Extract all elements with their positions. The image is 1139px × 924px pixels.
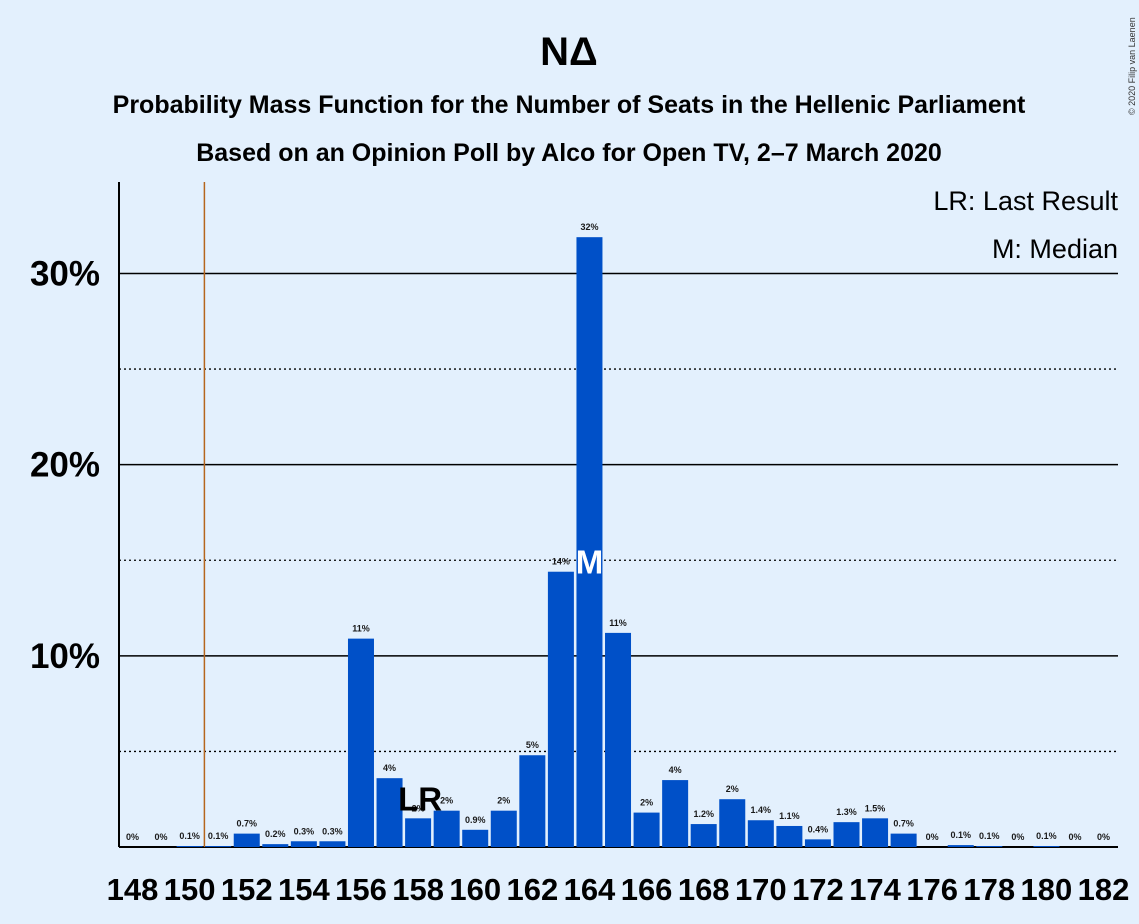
x-tick-label-160: 160 [449,872,501,907]
median-label: M [576,543,604,580]
value-label-180: 0.1% [1036,831,1057,841]
bar-156 [347,638,374,847]
value-label-173: 1.3% [836,807,857,817]
bar-164 [576,237,603,847]
bar-168 [690,824,717,847]
x-tick-label-150: 150 [164,872,216,907]
value-label-175: 0.7% [893,819,914,829]
value-label-166: 2% [640,798,653,808]
value-label-164: 32% [580,222,598,232]
bar-153 [262,844,289,847]
value-label-169: 2% [726,784,739,794]
chart-subtitle-line-1: Probability Mass Function for the Number… [113,91,1026,119]
x-tick-label-170: 170 [735,872,787,907]
bar-167 [662,780,689,847]
bar-165 [605,632,632,847]
x-tick-label-178: 178 [963,872,1015,907]
value-label-150: 0.1% [179,831,200,841]
value-label-181: 0% [1068,832,1081,842]
value-label-161: 2% [497,796,510,806]
bar-173 [833,822,860,847]
x-tick-label-174: 174 [849,872,901,907]
y-tick-label-30: 30% [30,255,100,294]
value-label-153: 0.2% [265,829,286,839]
value-label-182: 0% [1097,832,1110,842]
value-label-176: 0% [926,832,939,842]
x-tick-label-180: 180 [1021,872,1073,907]
bar-161 [490,810,517,847]
x-tick-label-156: 156 [335,872,387,907]
bar-177 [947,845,974,847]
bar-163 [547,571,574,847]
x-tick-label-158: 158 [392,872,444,907]
bar-154 [290,841,317,847]
x-tick-label-166: 166 [621,872,673,907]
bar-180 [1033,846,1060,847]
value-label-157: 4% [383,763,396,773]
value-label-149: 0% [155,832,168,842]
value-label-159: 2% [440,796,453,806]
value-label-156: 11% [352,624,370,634]
bar-162 [519,755,546,847]
chart-subtitle-line-2: Based on an Opinion Poll by Alco for Ope… [196,139,942,167]
bars-layer [176,237,1060,847]
value-label-160: 0.9% [465,815,486,825]
x-tick-label-168: 168 [678,872,730,907]
x-tick-label-162: 162 [506,872,558,907]
value-label-148: 0% [126,832,139,842]
chart-title: ΝΔ [540,30,598,74]
bar-158 [405,818,432,847]
bar-178 [976,846,1003,847]
last-result-label: LR [398,780,442,817]
legend-last-result: LR: Last Result [933,186,1118,216]
x-tick-label-172: 172 [792,872,844,907]
bar-172 [804,839,831,847]
value-label-163: 14% [552,557,570,567]
value-label-162: 5% [526,740,539,750]
x-tick-label-164: 164 [564,872,616,907]
bar-174 [862,818,889,847]
bar-159 [433,810,460,847]
bar-166 [633,812,660,847]
value-label-171: 1.1% [779,811,800,821]
x-tick-label-182: 182 [1078,872,1130,907]
bar-175 [890,833,917,847]
bar-152 [233,833,260,847]
x-tick-label-148: 148 [107,872,159,907]
bar-171 [776,825,803,847]
bar-170 [747,820,774,847]
bar-151 [205,846,232,847]
bar-160 [462,829,489,847]
bar-157 [376,778,403,847]
value-label-152: 0.7% [236,819,257,829]
value-label-174: 1.5% [865,803,886,813]
value-label-172: 0.4% [808,824,829,834]
x-tick-label-176: 176 [906,872,958,907]
value-label-155: 0.3% [322,826,343,836]
labels-layer: 10% 20% 30% 0% 0% 0.1% 0.1% 0.7% 0.2% 0.3% 0.3% 11%… [30,222,1129,907]
bar-150 [176,846,203,847]
x-tick-label-154: 154 [278,872,330,907]
value-label-158: 2% [412,803,425,813]
y-tick-label-10: 10% [30,637,100,676]
value-label-178: 0.1% [979,831,1000,841]
value-label-177: 0.1% [950,830,971,840]
copyright-text: © 2020 Filip van Laenen [1127,17,1137,115]
value-label-165: 11% [609,618,627,628]
legend-median: M: Median [992,234,1118,264]
value-label-168: 1.2% [693,809,714,819]
bar-155 [319,841,346,847]
value-label-167: 4% [669,765,682,775]
y-tick-label-20: 20% [30,446,100,485]
bar-169 [719,799,746,847]
value-label-170: 1.4% [751,805,772,815]
value-label-154: 0.3% [294,826,315,836]
x-tick-label-152: 152 [221,872,273,907]
value-label-151: 0.1% [208,831,229,841]
value-label-179: 0% [1011,832,1024,842]
